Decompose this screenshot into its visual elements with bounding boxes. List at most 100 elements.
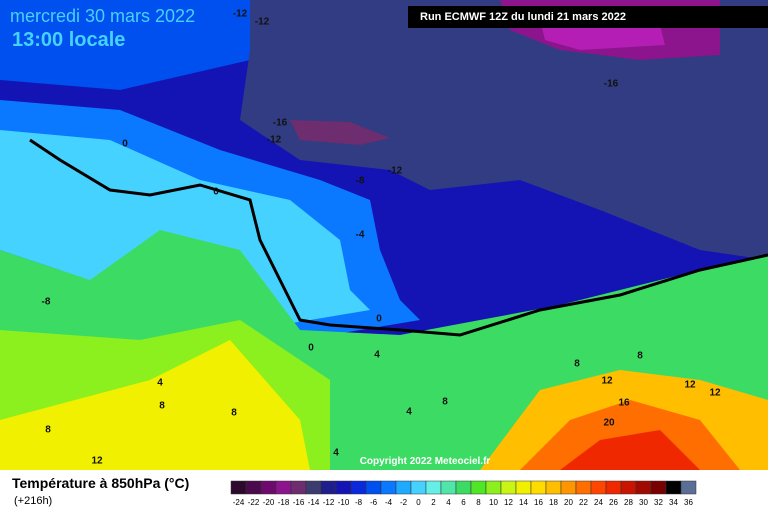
legend-title: Température à 850hPa (°C) [12, 475, 189, 491]
scale-label: 2 [431, 498, 436, 507]
scale-swatch [575, 480, 592, 495]
contour-label: -16 [273, 118, 288, 129]
scale-label: 24 [594, 498, 603, 507]
scale-swatch [590, 480, 607, 495]
scale-swatch [365, 480, 382, 495]
scale-swatch [275, 480, 292, 495]
scale-label: 30 [639, 498, 648, 507]
scale-label: 32 [654, 498, 663, 507]
scale-label: 22 [579, 498, 588, 507]
scale-swatch [245, 480, 262, 495]
contour-label: 8 [637, 351, 643, 362]
scale-swatch [530, 480, 547, 495]
contour-label: 0 [122, 139, 128, 150]
contour-label: -12 [233, 9, 248, 20]
scale-swatch [425, 480, 442, 495]
contour-label: 16 [618, 398, 630, 409]
scale-swatch [680, 480, 697, 495]
scale-label: 26 [609, 498, 618, 507]
contour-label: 12 [684, 380, 696, 391]
scale-label: -22 [248, 498, 260, 507]
scale-swatch [305, 480, 322, 495]
scale-label: -10 [338, 498, 350, 507]
contour-label: 12 [709, 388, 721, 399]
map [0, 0, 768, 470]
field-region [290, 120, 390, 145]
scale-swatch [500, 480, 517, 495]
contour-label: -12 [388, 166, 403, 177]
scale-swatch [485, 480, 502, 495]
scale-label: 16 [534, 498, 543, 507]
run-box [408, 6, 768, 28]
scale-swatch [410, 480, 427, 495]
scale-swatch [455, 480, 472, 495]
scale-swatch [395, 480, 412, 495]
scale-label: 10 [489, 498, 498, 507]
scale-swatch [635, 480, 652, 495]
contour-label: 8 [231, 408, 237, 419]
contour-label: 0 [213, 187, 219, 198]
zero-isotherm [29, 138, 768, 337]
scale-swatch [605, 480, 622, 495]
scale-swatch [470, 480, 487, 495]
forecast-time: 13:00 locale [12, 29, 125, 51]
scale-label: -4 [385, 498, 393, 507]
scale-swatch [650, 480, 667, 495]
contour-label: 0 [376, 314, 382, 325]
scale-swatch [350, 480, 367, 495]
scale-swatch [230, 480, 247, 495]
field-region [0, 0, 250, 90]
color-scale: -24 -22 -20 -18 -16 -14 -12 -10 -8 -6 -4 -2 0 2 4 6 8 10 1… [230, 480, 697, 507]
contour-label: -12 [255, 17, 270, 28]
contour-label: 8 [442, 397, 448, 408]
scale-label: 6 [461, 498, 466, 507]
contour-label: -16 [604, 79, 619, 90]
forecast-date: mercredi 30 mars 2022 [10, 6, 195, 26]
legend-subtitle: (+216h) [14, 495, 52, 507]
scale-label: 8 [476, 498, 481, 507]
scale-swatch [560, 480, 577, 495]
contour-labels: -12 -12 -16 -16 -12 0 -12 -8 0 -4 -8 0 0 4 4 8 8 4 8 8 12 4 8 8… [42, 9, 721, 467]
contour-label: 4 [333, 448, 339, 459]
scale-label: 0 [416, 498, 421, 507]
contour-label: 4 [406, 407, 412, 418]
scale-swatch [320, 480, 337, 495]
contour-label: 4 [157, 378, 163, 389]
scale-label: -2 [400, 498, 408, 507]
contour-label: 8 [159, 401, 165, 412]
scale-swatch [335, 480, 352, 495]
scale-label: -16 [293, 498, 305, 507]
field-region [240, 0, 768, 260]
field-region [0, 340, 310, 470]
contour-label: -4 [356, 230, 365, 241]
contour-label: 4 [374, 350, 380, 361]
scale-swatch [440, 480, 457, 495]
contour-label: -8 [42, 297, 51, 308]
scale-swatch [515, 480, 532, 495]
scale-label: -12 [323, 498, 335, 507]
scale-label: 36 [684, 498, 693, 507]
contour-label: 20 [603, 418, 615, 429]
contour-label: 12 [91, 456, 103, 467]
scale-swatch [620, 480, 637, 495]
contour-label: 8 [45, 425, 51, 436]
contour-label: 0 [308, 343, 314, 354]
run-info: Run ECMWF 12Z du lundi 21 mars 2022 [420, 11, 626, 23]
scale-label: 14 [519, 498, 528, 507]
scale-label: -8 [355, 498, 363, 507]
scale-label: 34 [669, 498, 678, 507]
field-region [560, 430, 700, 470]
scale-swatch [665, 480, 682, 495]
copyright: Copyright 2022 Meteociel.fr [360, 456, 491, 467]
scale-swatch [260, 480, 277, 495]
scale-label: 28 [624, 498, 633, 507]
scale-label: -6 [370, 498, 378, 507]
scale-label: 12 [504, 498, 513, 507]
scale-label: -24 [233, 498, 245, 507]
scale-label: 20 [564, 498, 573, 507]
contour-label: -12 [267, 135, 282, 146]
contour-label: 12 [601, 376, 613, 387]
scale-label: -18 [278, 498, 290, 507]
scale-swatch [380, 480, 397, 495]
